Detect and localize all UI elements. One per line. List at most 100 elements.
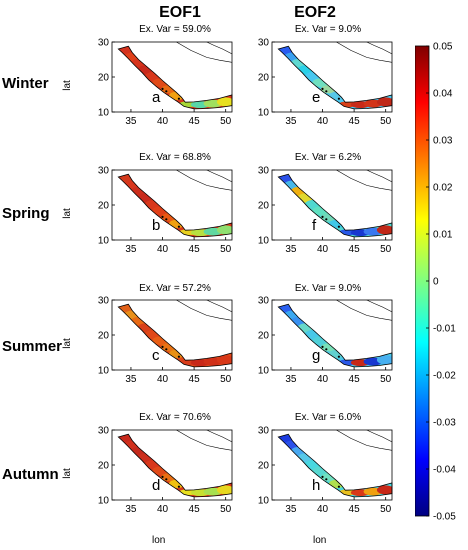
map-svg: 30 20 10 35 40 45 50 c xyxy=(98,296,233,385)
y-tick-label: 30 xyxy=(98,166,110,177)
x-tick-label: 45 xyxy=(349,374,361,385)
eof-region xyxy=(376,225,392,235)
x-tick-label: 40 xyxy=(157,116,169,127)
x-tick-label: 45 xyxy=(189,116,201,127)
y-tick-label: 30 xyxy=(258,166,270,177)
coastline xyxy=(336,299,393,321)
column-title-eof1: EOF1 xyxy=(159,4,201,21)
eof-region xyxy=(376,485,392,495)
x-tick-label: 35 xyxy=(125,504,137,515)
coastline xyxy=(366,169,393,183)
map-svg: 30 20 10 35 40 45 50 h xyxy=(258,426,393,515)
row-label-summer: Summer xyxy=(2,338,63,355)
colorbar-tick-label: 0.01 xyxy=(433,230,453,241)
x-axis-label-right: lon xyxy=(313,535,327,546)
y-tick-label: 10 xyxy=(98,236,110,247)
x-tick-label: 45 xyxy=(349,244,361,255)
x-tick-label: 40 xyxy=(157,244,169,255)
colorbar-tick-label: 0.02 xyxy=(433,183,453,194)
y-tick-label: 10 xyxy=(98,366,110,377)
coastline xyxy=(366,429,393,443)
y-tick-label: 20 xyxy=(98,201,110,212)
y-axis-label-row3-left: lat xyxy=(61,338,73,349)
x-tick-label: 45 xyxy=(189,244,201,255)
island xyxy=(337,97,340,100)
island xyxy=(177,225,180,228)
ex-var-c: Ex. Var = 57.2% xyxy=(139,283,211,294)
y-tick-label: 10 xyxy=(258,108,270,119)
coastline xyxy=(206,299,233,313)
panel-letter: c xyxy=(152,347,160,364)
row-label-autumn: Autumn xyxy=(2,466,59,483)
x-tick-label: 50 xyxy=(220,244,232,255)
eof-region xyxy=(216,97,232,107)
island xyxy=(165,218,168,221)
map-svg: 30 20 10 35 40 45 50 a xyxy=(98,38,233,127)
x-tick-label: 40 xyxy=(317,504,329,515)
panel-letter: g xyxy=(312,347,320,364)
y-axis-label-row4-left: lat xyxy=(61,468,73,479)
island xyxy=(161,475,164,478)
x-tick-label: 50 xyxy=(380,244,392,255)
x-tick-label: 35 xyxy=(285,116,297,127)
x-tick-label: 40 xyxy=(317,244,329,255)
x-tick-label: 40 xyxy=(317,374,329,385)
x-tick-label: 45 xyxy=(189,504,201,515)
y-tick-label: 10 xyxy=(98,108,110,119)
x-tick-label: 50 xyxy=(220,504,232,515)
coastline xyxy=(206,169,233,183)
island xyxy=(165,348,168,351)
y-axis-label-row2-left: lat xyxy=(61,208,73,219)
island xyxy=(165,90,168,93)
ex-var-b: Ex. Var = 68.8% xyxy=(139,152,211,163)
island xyxy=(321,215,324,218)
x-tick-label: 35 xyxy=(285,374,297,385)
coastline xyxy=(176,299,233,321)
panel-letter: b xyxy=(152,217,160,234)
panel-letter: a xyxy=(152,89,161,106)
map-svg: 30 20 10 35 40 45 50 f xyxy=(258,166,393,255)
map-panel-f: 30 20 10 35 40 45 50 f xyxy=(252,166,393,258)
eof-region xyxy=(216,485,232,495)
eof-region xyxy=(216,355,232,365)
island xyxy=(321,87,324,90)
y-tick-label: 30 xyxy=(258,296,270,307)
coastline xyxy=(366,299,393,313)
colorbar-tick-label: 0.03 xyxy=(433,136,453,147)
ex-var-g: Ex. Var = 9.0% xyxy=(294,283,362,294)
colorbar-tick-label: 0 xyxy=(433,277,439,288)
y-tick-label: 30 xyxy=(98,426,110,437)
y-tick-label: 10 xyxy=(258,236,270,247)
y-tick-label: 30 xyxy=(98,38,110,49)
coastline xyxy=(206,41,233,55)
island xyxy=(325,90,328,93)
row-label-winter: Winter xyxy=(2,75,49,92)
island xyxy=(321,475,324,478)
x-tick-label: 50 xyxy=(220,374,232,385)
colorbar-tick-label: -0.02 xyxy=(433,371,456,382)
map-svg: 30 20 10 35 40 45 50 d xyxy=(98,426,233,515)
x-axis-label-left: lon xyxy=(152,535,166,546)
x-tick-label: 50 xyxy=(220,116,232,127)
map-panel-c: 30 20 10 35 40 45 50 c xyxy=(92,296,233,388)
x-tick-label: 45 xyxy=(349,116,361,127)
ex-var-d: Ex. Var = 70.6% xyxy=(139,412,211,423)
colorbar-tick-label: 0.04 xyxy=(433,89,453,100)
colorbar-tick-label: 0.05 xyxy=(433,42,453,53)
island xyxy=(325,218,328,221)
map-panel-a: 30 20 10 35 40 45 50 a xyxy=(92,38,233,130)
y-tick-label: 30 xyxy=(258,38,270,49)
y-tick-label: 20 xyxy=(258,201,270,212)
y-tick-label: 20 xyxy=(98,331,110,342)
y-tick-label: 20 xyxy=(258,331,270,342)
y-tick-label: 20 xyxy=(258,461,270,472)
island xyxy=(321,345,324,348)
ex-var-a: Ex. Var = 59.0% xyxy=(139,24,211,35)
x-tick-label: 35 xyxy=(125,374,137,385)
map-panel-e: 30 20 10 35 40 45 50 e xyxy=(252,38,393,130)
x-tick-label: 45 xyxy=(349,504,361,515)
island xyxy=(161,87,164,90)
y-tick-label: 10 xyxy=(258,366,270,377)
colorbar-tick-label: -0.03 xyxy=(433,418,456,429)
island xyxy=(165,478,168,481)
